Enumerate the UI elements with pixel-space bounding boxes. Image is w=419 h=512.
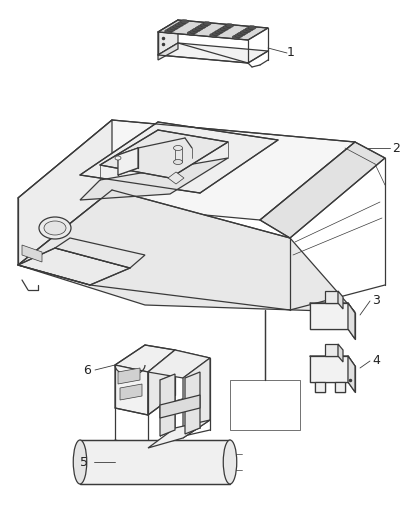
Polygon shape: [148, 420, 210, 448]
Ellipse shape: [173, 25, 181, 28]
Ellipse shape: [44, 221, 66, 235]
Polygon shape: [115, 345, 175, 372]
Ellipse shape: [212, 32, 220, 36]
Ellipse shape: [210, 33, 217, 37]
Ellipse shape: [235, 34, 243, 37]
Polygon shape: [115, 365, 148, 415]
Polygon shape: [80, 122, 278, 193]
Ellipse shape: [203, 22, 211, 26]
Polygon shape: [310, 356, 355, 366]
Polygon shape: [260, 142, 385, 238]
Ellipse shape: [223, 440, 237, 484]
Polygon shape: [310, 356, 348, 382]
Ellipse shape: [190, 30, 198, 34]
Ellipse shape: [175, 23, 183, 27]
Polygon shape: [335, 382, 345, 392]
Polygon shape: [168, 172, 184, 184]
Polygon shape: [158, 43, 178, 60]
Polygon shape: [338, 291, 343, 309]
Polygon shape: [118, 148, 138, 175]
Ellipse shape: [165, 29, 173, 33]
Ellipse shape: [220, 27, 228, 31]
Ellipse shape: [173, 160, 183, 164]
Polygon shape: [120, 384, 142, 400]
Ellipse shape: [73, 440, 87, 484]
Polygon shape: [325, 291, 338, 303]
Polygon shape: [158, 20, 178, 55]
Ellipse shape: [187, 31, 195, 35]
Ellipse shape: [195, 27, 203, 30]
Polygon shape: [18, 120, 355, 220]
Ellipse shape: [248, 26, 256, 30]
Polygon shape: [185, 372, 200, 434]
Polygon shape: [148, 350, 175, 415]
Ellipse shape: [240, 30, 248, 34]
Polygon shape: [183, 358, 210, 438]
Polygon shape: [348, 356, 355, 392]
Polygon shape: [18, 190, 355, 312]
Ellipse shape: [200, 23, 208, 27]
Ellipse shape: [232, 35, 240, 39]
Ellipse shape: [223, 25, 231, 29]
Ellipse shape: [215, 30, 223, 34]
Ellipse shape: [217, 28, 225, 32]
Polygon shape: [315, 382, 325, 392]
Text: 6: 6: [83, 364, 91, 376]
Ellipse shape: [243, 29, 251, 33]
Polygon shape: [158, 43, 268, 63]
Ellipse shape: [173, 145, 183, 151]
Ellipse shape: [170, 26, 178, 30]
Ellipse shape: [178, 21, 186, 25]
Ellipse shape: [39, 217, 71, 239]
Polygon shape: [158, 20, 268, 40]
Polygon shape: [338, 344, 343, 362]
Polygon shape: [80, 440, 230, 484]
Polygon shape: [100, 130, 228, 178]
Ellipse shape: [198, 25, 206, 29]
Polygon shape: [160, 395, 200, 418]
Polygon shape: [348, 303, 355, 339]
Ellipse shape: [115, 156, 121, 160]
Polygon shape: [325, 344, 338, 356]
Ellipse shape: [246, 27, 253, 31]
Polygon shape: [18, 120, 112, 265]
Polygon shape: [80, 158, 228, 200]
Ellipse shape: [167, 28, 175, 32]
Polygon shape: [18, 248, 130, 285]
Text: 4: 4: [372, 354, 380, 368]
Polygon shape: [160, 374, 175, 436]
Polygon shape: [310, 303, 355, 313]
Text: 2: 2: [392, 141, 400, 155]
Polygon shape: [310, 303, 348, 329]
Ellipse shape: [181, 19, 189, 24]
Polygon shape: [55, 238, 145, 268]
Text: 1: 1: [287, 47, 295, 59]
Polygon shape: [22, 245, 42, 262]
Text: 3: 3: [372, 294, 380, 308]
Polygon shape: [148, 350, 210, 378]
Text: 5: 5: [80, 456, 88, 468]
Ellipse shape: [192, 28, 200, 32]
Ellipse shape: [225, 24, 233, 28]
Ellipse shape: [238, 32, 246, 36]
Polygon shape: [118, 368, 140, 384]
